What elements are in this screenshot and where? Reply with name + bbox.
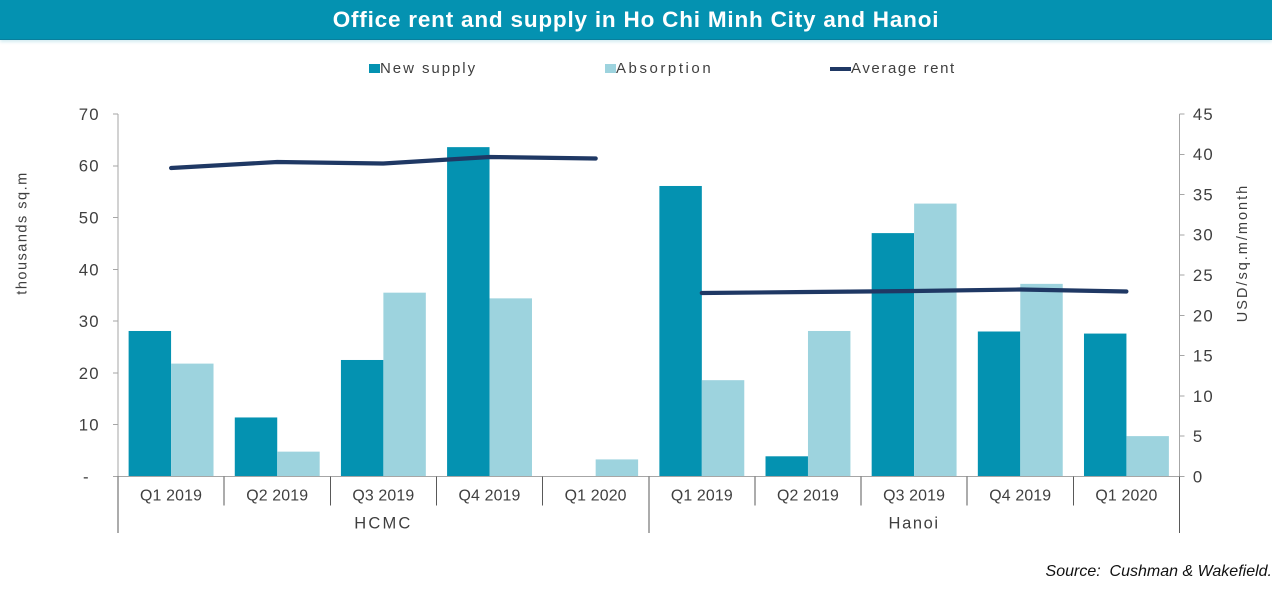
svg-text:Q1 2020: Q1 2020 xyxy=(1095,488,1157,505)
svg-text:thousands sq.m: thousands sq.m xyxy=(15,171,31,294)
svg-text:Q3 2019: Q3 2019 xyxy=(883,488,945,505)
svg-text:HCMC: HCMC xyxy=(354,515,412,533)
svg-text:30: 30 xyxy=(79,312,100,331)
svg-text:0: 0 xyxy=(1193,467,1204,486)
svg-text:5: 5 xyxy=(1193,427,1204,446)
svg-text:45: 45 xyxy=(1193,105,1214,124)
svg-text:70: 70 xyxy=(79,105,100,124)
svg-text:Q1 2019: Q1 2019 xyxy=(140,488,202,505)
svg-text:60: 60 xyxy=(79,157,100,176)
svg-text:Hanoi: Hanoi xyxy=(889,515,940,533)
svg-text:USD/sq.m/month: USD/sq.m/month xyxy=(1235,184,1251,322)
svg-text:40: 40 xyxy=(79,260,100,279)
svg-text:15: 15 xyxy=(1193,347,1214,366)
svg-text:35: 35 xyxy=(1193,185,1214,204)
svg-text:30: 30 xyxy=(1193,226,1214,245)
svg-text:50: 50 xyxy=(79,208,100,227)
svg-text:-: - xyxy=(83,467,90,486)
svg-text:Q3 2019: Q3 2019 xyxy=(352,488,414,505)
svg-text:40: 40 xyxy=(1193,145,1214,164)
svg-text:Q1 2019: Q1 2019 xyxy=(671,488,733,505)
svg-text:25: 25 xyxy=(1193,266,1214,285)
svg-text:Q2 2019: Q2 2019 xyxy=(777,488,839,505)
svg-text:Q4 2019: Q4 2019 xyxy=(989,488,1051,505)
svg-text:10: 10 xyxy=(79,416,100,435)
svg-text:20: 20 xyxy=(1193,306,1214,325)
svg-text:Q1 2020: Q1 2020 xyxy=(565,488,627,505)
svg-text:20: 20 xyxy=(79,364,100,383)
svg-text:Q4 2019: Q4 2019 xyxy=(459,488,521,505)
svg-text:10: 10 xyxy=(1193,387,1214,406)
svg-text:Q2 2019: Q2 2019 xyxy=(246,488,308,505)
